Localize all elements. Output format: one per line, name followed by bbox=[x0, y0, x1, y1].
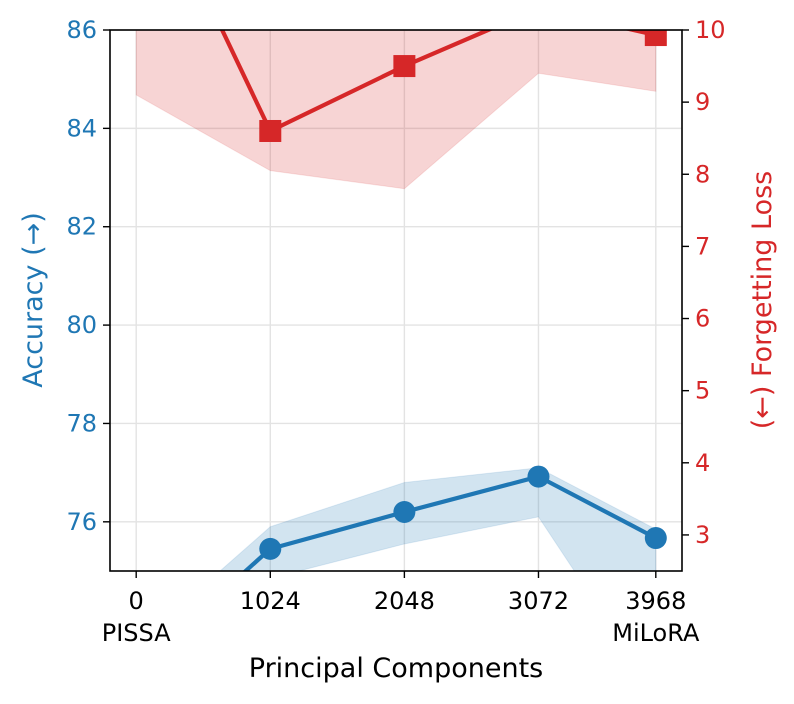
right-y-tick-label: 7 bbox=[695, 232, 710, 260]
right-y-tick-label: 6 bbox=[695, 305, 710, 333]
x-sublabel: PISSA bbox=[102, 619, 171, 647]
left-y-tick-label: 84 bbox=[66, 114, 97, 142]
right-y-tick-label: 5 bbox=[695, 377, 710, 405]
x-axis-label: Principal Components bbox=[249, 653, 543, 684]
right-axis-label: (←) Forgetting Loss bbox=[747, 171, 778, 429]
band-accuracy bbox=[219, 467, 657, 571]
x-sublabel: MiLoRA bbox=[612, 619, 700, 647]
data-point bbox=[393, 55, 416, 78]
right-y-tick-label: 8 bbox=[695, 160, 710, 188]
x-tick-label: 3968 bbox=[625, 587, 686, 615]
x-tick-label: 1024 bbox=[240, 587, 301, 615]
right-y-tick-label: 10 bbox=[695, 16, 726, 44]
data-point bbox=[393, 500, 416, 523]
data-point bbox=[644, 527, 667, 550]
plot-frame bbox=[109, 29, 683, 572]
x-tick-label: 2048 bbox=[374, 587, 435, 615]
data-point bbox=[259, 537, 282, 560]
series-markers bbox=[259, 30, 667, 560]
data-point bbox=[527, 465, 550, 488]
uncertainty-bands bbox=[135, 30, 657, 571]
left-y-tick-label: 80 bbox=[66, 311, 97, 339]
left-y-tick-label: 78 bbox=[66, 409, 97, 437]
data-point bbox=[259, 119, 282, 142]
left-y-tick-label: 76 bbox=[66, 508, 97, 536]
x-tick-label: 0 bbox=[129, 587, 144, 615]
right-y-tick-label: 3 bbox=[695, 521, 710, 549]
left-y-tick-label: 82 bbox=[66, 213, 97, 241]
left-axis-label: Accuracy (→) bbox=[18, 212, 49, 388]
x-tick-label: 3072 bbox=[508, 587, 569, 615]
data-point bbox=[644, 30, 667, 47]
band-forgetting-loss bbox=[135, 30, 657, 190]
right-y-tick-label: 4 bbox=[695, 449, 710, 477]
right-y-tick-label: 9 bbox=[695, 88, 710, 116]
left-y-tick-label: 86 bbox=[66, 16, 97, 44]
